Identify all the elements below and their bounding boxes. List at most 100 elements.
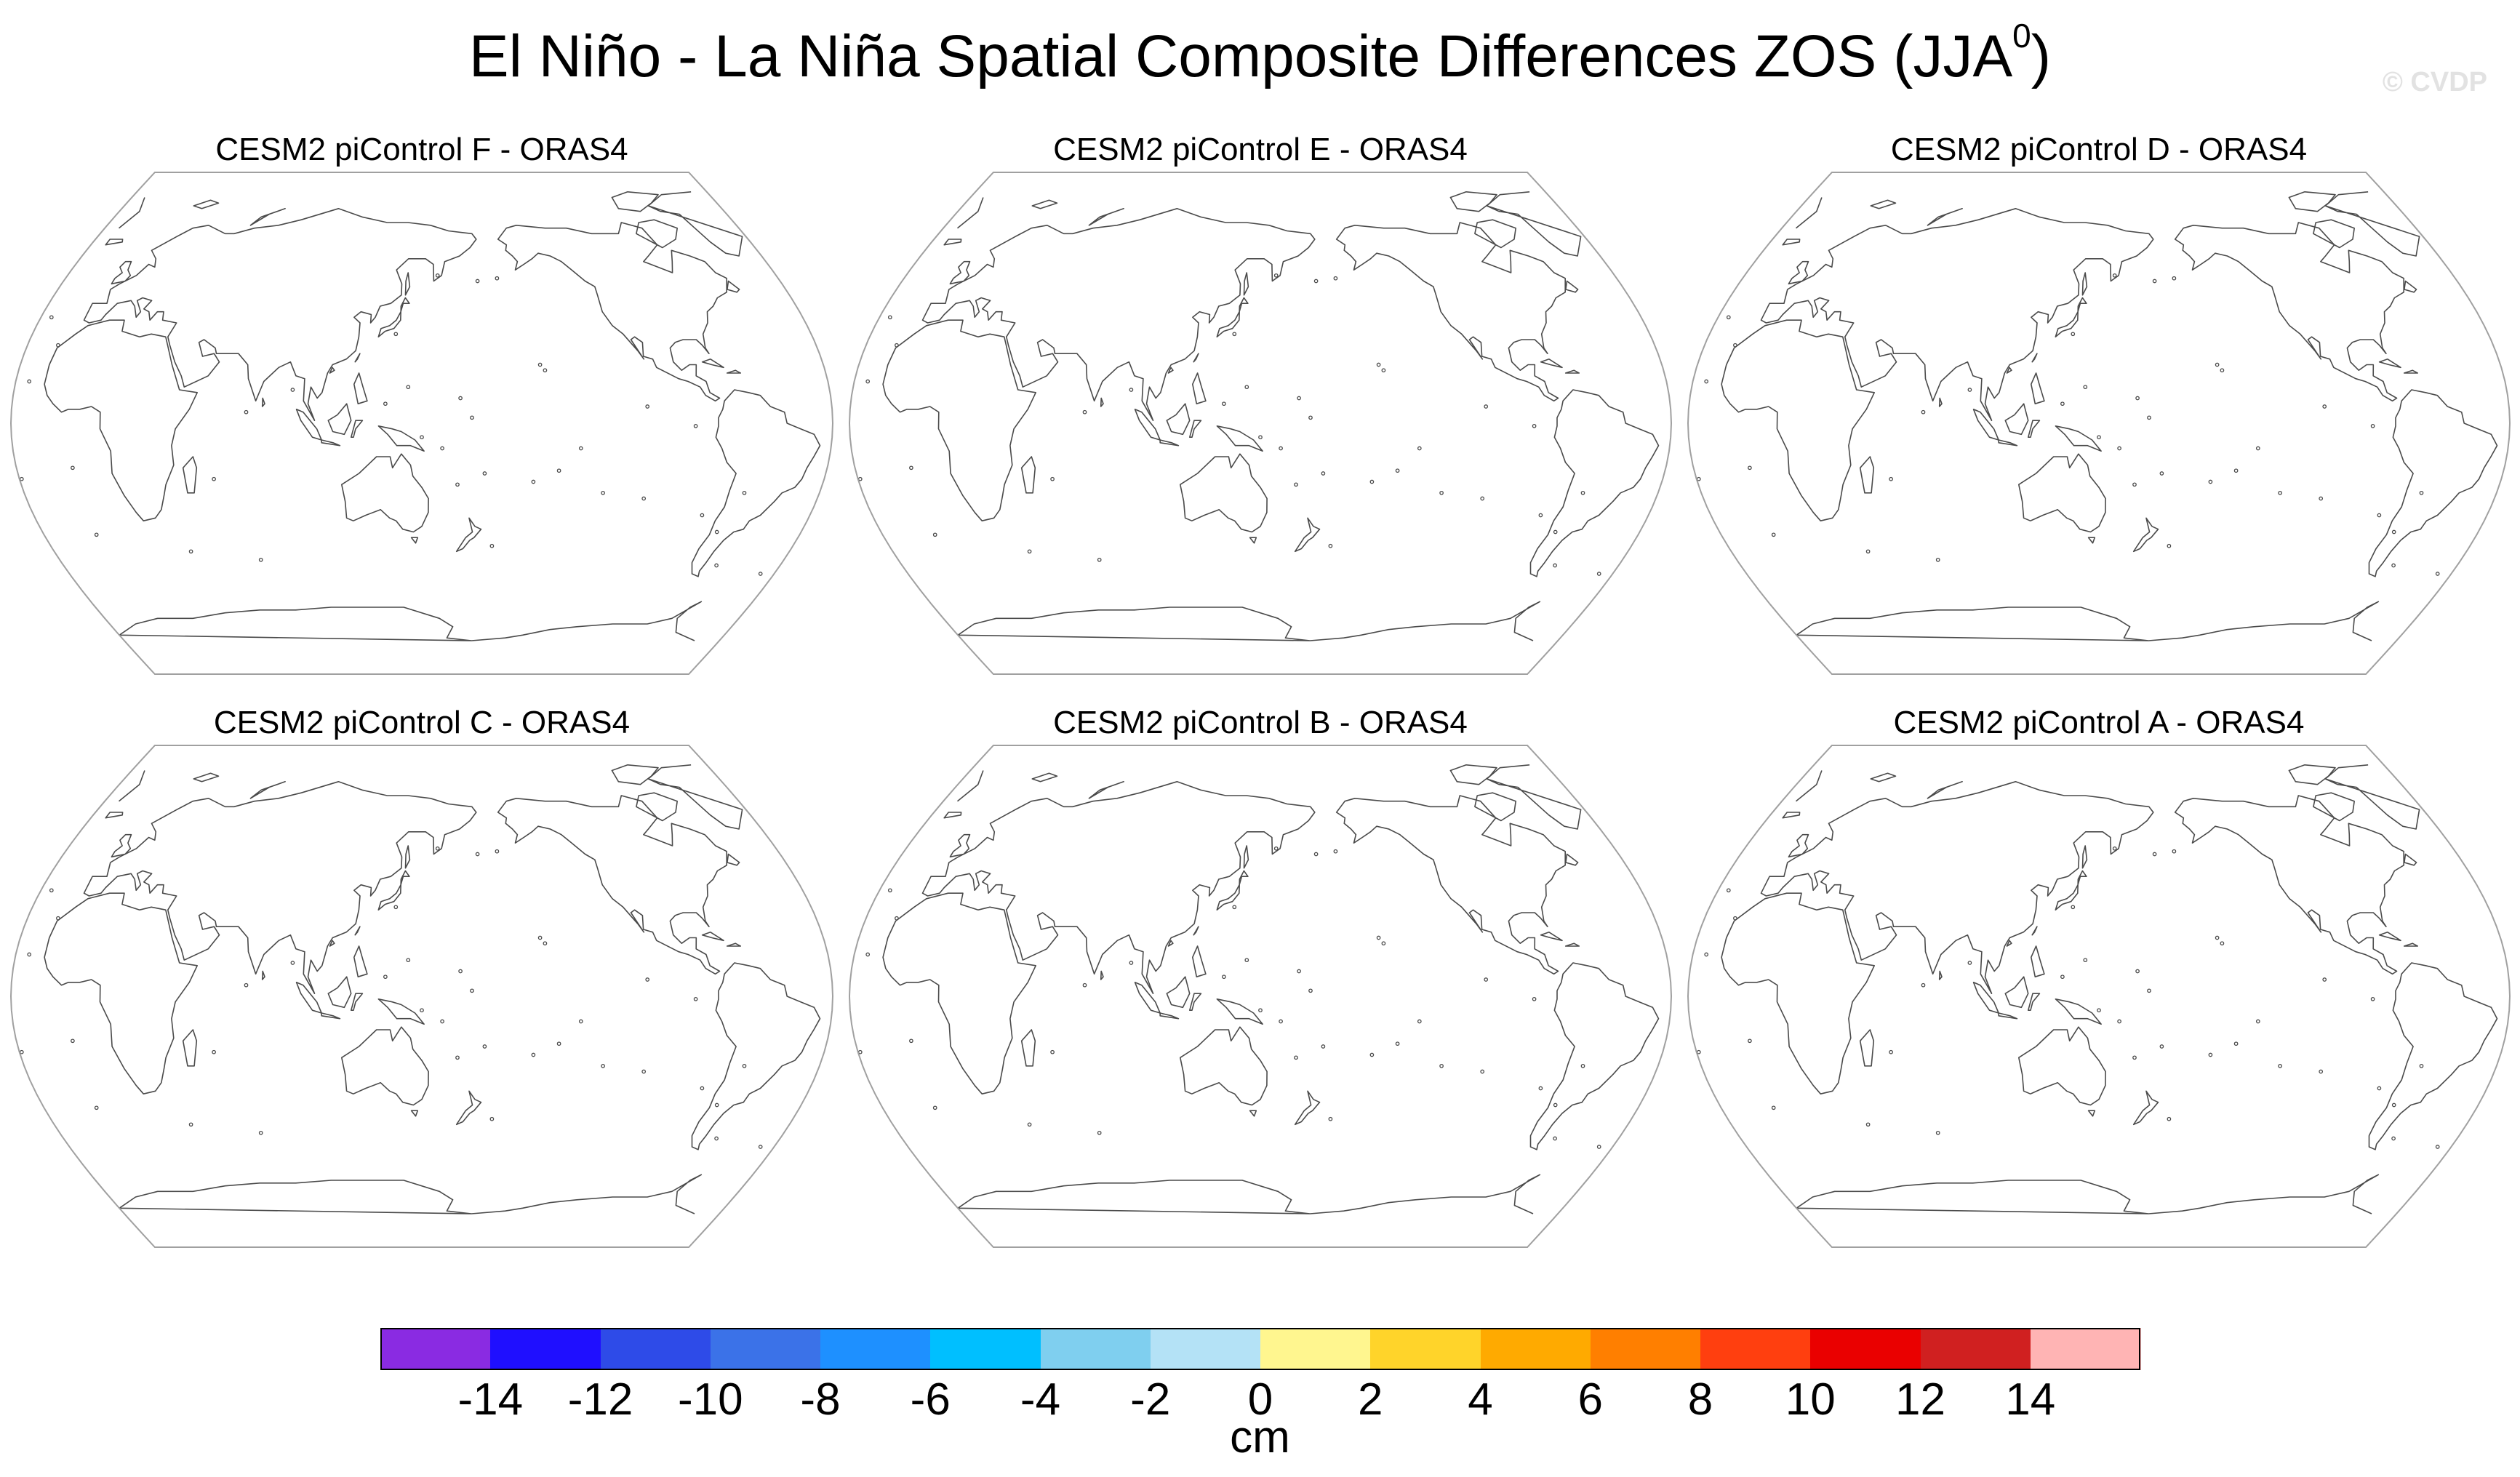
island [27, 379, 32, 384]
island [393, 905, 399, 910]
island [2135, 396, 2140, 401]
coastline-eurasia [83, 781, 477, 994]
colorbar-frame [380, 1328, 2140, 1370]
island [1439, 490, 1444, 495]
island [2060, 974, 2065, 980]
coastline-sakhalin [1243, 845, 1249, 869]
coastline-philippines [2031, 945, 2045, 977]
coastline-uk [111, 260, 132, 285]
map-border [9, 172, 834, 675]
coastline-svalbard [1870, 772, 1897, 782]
island [435, 273, 440, 278]
coastline-sakhalin [404, 845, 411, 869]
island [1748, 465, 1752, 471]
island [2435, 572, 2440, 576]
map-panel-b: CESM2 piControl B - ORAS4 [842, 704, 1679, 1257]
coastline-cuba [2378, 932, 2401, 942]
coastline-japan [2055, 870, 2087, 910]
coastline-australia [341, 453, 429, 533]
colorbar-box [1260, 1328, 1371, 1370]
island [865, 379, 871, 384]
world-map [848, 172, 1673, 675]
island [1484, 977, 1489, 982]
island [383, 401, 388, 407]
coastline-borneo [1166, 403, 1191, 436]
island [1097, 557, 1102, 562]
panel-title: CESM2 piControl F - ORAS4 [215, 132, 628, 167]
coastline-sulawesi [2028, 993, 2041, 1011]
colorbar-tick-label: -2 [1130, 1374, 1171, 1425]
map-border [1687, 745, 2511, 1248]
coastline-baffin [636, 219, 678, 249]
island [543, 368, 548, 373]
map-border [9, 745, 834, 1248]
coastline-sumatra [1972, 982, 1999, 1014]
coastline-java [1998, 439, 2018, 447]
island [2071, 905, 2076, 910]
island [2112, 846, 2117, 851]
island [1580, 490, 1585, 495]
island [1333, 849, 1338, 854]
island [2172, 849, 2177, 854]
coastline-novaya-zemlya [1927, 781, 1963, 799]
coastline-sri-lanka [1100, 397, 1104, 407]
island [489, 1116, 495, 1121]
island [1538, 1086, 1543, 1091]
colorbar-box [1590, 1328, 1701, 1370]
island [71, 465, 75, 471]
island [212, 1049, 216, 1054]
island [2132, 482, 2137, 487]
island [2097, 1008, 2101, 1013]
island [1258, 1008, 1263, 1013]
coastline-sakhalin [2081, 272, 2088, 296]
coastline-sulawesi [2028, 420, 2041, 438]
panel-title: CESM2 piControl E - ORAS4 [1053, 132, 1468, 167]
island [2377, 1086, 2382, 1091]
colorbar-box [1700, 1328, 1811, 1370]
island [2319, 1069, 2324, 1074]
island [2377, 513, 2382, 518]
coastline-taiwan [354, 353, 361, 363]
island [2097, 435, 2101, 440]
coastline-hainan [2006, 940, 2012, 947]
panel-title: CESM2 piControl C - ORAS4 [213, 705, 631, 740]
coastline-eurasia [921, 208, 1316, 421]
coastline-borneo [2004, 976, 2029, 1009]
coastline-madagascar [1020, 456, 1036, 494]
map-panel-d: CESM2 piControl D - ORAS4 [1681, 131, 2517, 684]
world-map [1687, 745, 2511, 1248]
island [470, 988, 474, 993]
island [188, 549, 193, 554]
coastline-uk [949, 260, 971, 285]
island [2370, 423, 2375, 428]
coastline-newfoundland [2404, 853, 2417, 866]
island [1082, 982, 1087, 988]
island [1129, 961, 1134, 965]
island [1244, 385, 1249, 390]
island [641, 496, 647, 501]
island [1308, 988, 1313, 993]
coastline-sri-lanka [1938, 397, 1943, 407]
coastline-africa [44, 892, 198, 1094]
island [1553, 563, 1557, 568]
island [1232, 332, 1237, 337]
coastline-tasmania [2087, 1110, 2096, 1117]
coastline-tasmania [410, 1110, 419, 1117]
coastline-tasmania [1249, 537, 1257, 544]
coastline-sulawesi [351, 420, 364, 438]
island [440, 1019, 444, 1024]
colorbar-box [1480, 1328, 1591, 1370]
island [2215, 362, 2220, 367]
coastline-iceland [105, 812, 124, 819]
island [887, 315, 892, 320]
coastline-newfoundland [1565, 280, 1579, 293]
island [1294, 482, 1298, 487]
island [1596, 572, 1601, 576]
colorbar-tick-label: 2 [1358, 1374, 1383, 1425]
coastline-cuba [2378, 359, 2401, 369]
colorbar-box [1810, 1328, 1921, 1370]
coastline-ellesmere [1449, 191, 1497, 212]
island [537, 362, 543, 367]
island [645, 404, 650, 409]
island [1921, 982, 1926, 988]
